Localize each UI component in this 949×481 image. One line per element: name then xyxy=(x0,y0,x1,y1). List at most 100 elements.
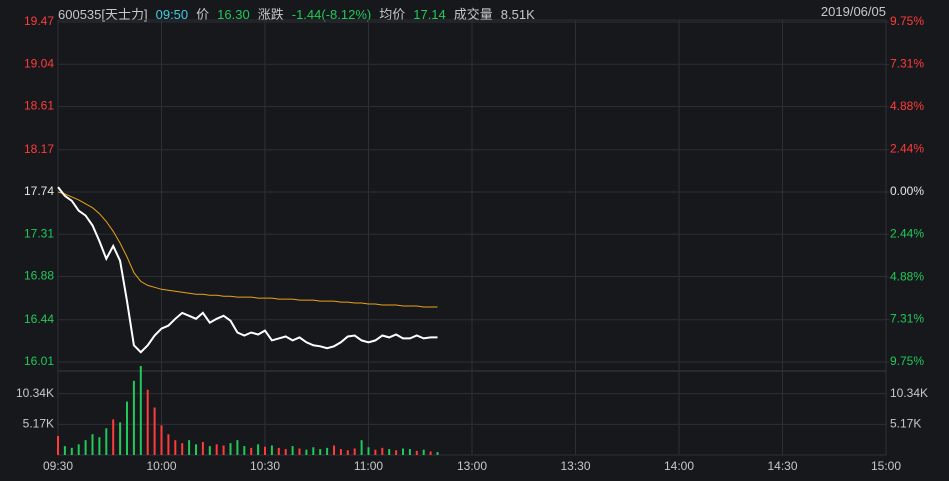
y-tick-label: 17.31 xyxy=(24,226,54,240)
volume-bar xyxy=(326,447,329,455)
avg-label: 均价 xyxy=(379,7,406,22)
change: -1.44(-8.12%) xyxy=(291,7,372,22)
x-tick-label: 09:30 xyxy=(43,459,73,473)
header: 600535[天士力] 09:50 价 16.30 涨跌 -1.44(-8.12%) 均价 1… xyxy=(58,4,886,22)
volume-bar xyxy=(119,422,122,455)
volume-bar xyxy=(63,446,66,455)
y-tick-label: 16.88 xyxy=(24,269,54,283)
volume-bar xyxy=(422,449,425,455)
volume-bar xyxy=(243,446,246,455)
volume-bar xyxy=(312,447,315,455)
y2-tick-label: 2.44% xyxy=(890,227,924,241)
volume-bar xyxy=(229,443,232,455)
volume-bar xyxy=(201,441,204,455)
x-tick-label: 11:00 xyxy=(354,459,383,473)
volume-bar xyxy=(402,448,404,455)
volume-bar xyxy=(284,449,287,455)
volume-bar xyxy=(91,434,94,455)
volume-bar xyxy=(333,445,335,455)
price-line xyxy=(57,186,438,354)
volume-bar xyxy=(264,446,266,455)
volume-bar xyxy=(367,447,370,455)
x-tick-label: 14:00 xyxy=(664,459,694,473)
y-tick-label: 19.04 xyxy=(24,56,54,70)
y-tick-label: 18.61 xyxy=(24,99,54,113)
volume-bar xyxy=(208,446,211,455)
volume-bar xyxy=(215,444,218,455)
time: 09:50 xyxy=(155,7,189,22)
y2-tick-label: 4.88% xyxy=(890,99,924,113)
volume-bar xyxy=(415,450,418,455)
volume-bar xyxy=(436,452,439,455)
volume-bar xyxy=(298,448,301,455)
volume-bar xyxy=(319,449,322,455)
x-tick-label: 14:30 xyxy=(767,459,797,473)
y-tick-label: 16.01 xyxy=(24,354,54,368)
volume-tick-label: 5.17K xyxy=(890,416,921,430)
y2-tick-label: 9.75% xyxy=(890,14,924,28)
price: 16.30 xyxy=(217,7,250,22)
volume-bar xyxy=(126,401,128,455)
volume-bar xyxy=(305,449,308,455)
volume-bar xyxy=(250,447,253,455)
avg: 17.14 xyxy=(413,7,446,22)
volume-bar xyxy=(112,419,115,455)
x-tick-label: 10:00 xyxy=(146,459,176,473)
volume-bar xyxy=(408,449,411,455)
stock-code: 600535[天士力] xyxy=(58,7,148,22)
y-tick-label: 16.44 xyxy=(24,312,54,326)
volume-bar xyxy=(270,445,273,455)
price-label: 价 xyxy=(196,7,210,22)
volume-bar xyxy=(167,434,170,455)
y2-tick-label: 4.88% xyxy=(890,269,924,283)
volume-bar xyxy=(160,425,163,455)
volume-bar xyxy=(388,449,391,455)
volume: 8.51K xyxy=(500,7,535,22)
volume-bar xyxy=(257,444,260,455)
y-tick-label: 17.74 xyxy=(24,184,54,198)
volume-bar xyxy=(153,407,156,455)
x-tick-label: 10:30 xyxy=(250,459,280,473)
volume-label: 成交量 xyxy=(453,7,493,22)
y2-tick-label: 0.00% xyxy=(890,184,924,198)
volume-bar xyxy=(139,366,142,455)
y-tick-label: 18.17 xyxy=(24,142,54,156)
volume-bar xyxy=(146,389,149,455)
change-label: 涨跌 xyxy=(257,7,284,22)
volume-bar xyxy=(188,440,191,455)
volume-bar xyxy=(77,444,80,455)
volume-bar xyxy=(360,440,363,455)
volume-bar xyxy=(57,436,59,455)
volume-bar xyxy=(339,449,342,455)
volume-bar xyxy=(105,428,108,455)
volume-bar xyxy=(277,447,280,455)
volume-bar xyxy=(395,450,398,455)
volume-bar xyxy=(174,440,177,455)
volume-bar xyxy=(236,440,239,455)
y2-tick-label: 9.75% xyxy=(890,354,924,368)
volume-bar xyxy=(70,447,73,455)
y-tick-label: 19.47 xyxy=(24,14,54,28)
volume-tick-label: 10.34K xyxy=(16,386,54,400)
x-tick-label: 13:00 xyxy=(457,459,487,473)
volume-bar xyxy=(374,449,377,455)
average-line xyxy=(57,191,438,308)
volume-bar xyxy=(84,440,87,455)
volume-bar xyxy=(429,451,432,455)
date: 2019/06/05 xyxy=(820,4,886,19)
y2-tick-label: 7.31% xyxy=(890,57,924,71)
x-tick-label: 15:00 xyxy=(871,459,901,473)
x-tick-label: 13:30 xyxy=(560,459,590,473)
volume-tick-label: 10.34K xyxy=(890,386,928,400)
volume-bar xyxy=(181,443,184,455)
y2-tick-label: 2.44% xyxy=(890,142,924,156)
volume-bar xyxy=(291,446,294,455)
volume-bar xyxy=(98,437,101,455)
volume-bar xyxy=(222,445,225,455)
volume-tick-label: 5.17K xyxy=(23,416,54,430)
volume-bar xyxy=(353,448,356,455)
volume-bar xyxy=(381,447,384,455)
volume-bar xyxy=(346,450,349,455)
